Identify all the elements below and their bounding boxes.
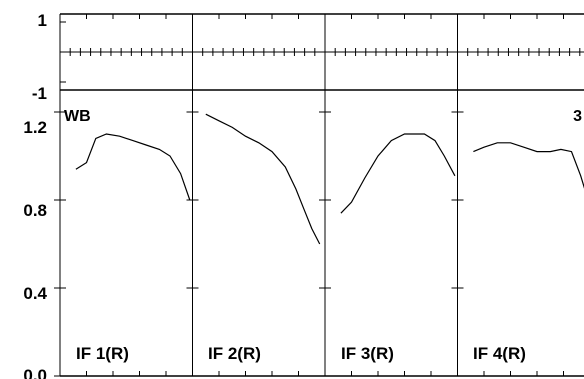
bottom-y-tick-label-0-4: 0.4 (23, 284, 47, 303)
axis-ticks (54, 14, 581, 377)
top-y-tick-label-max: 1 (38, 11, 47, 30)
bottom-y-tick-label-0-0: 0.0 (23, 366, 47, 379)
series-line-panel-4 (473, 142, 584, 189)
series-line-panel-3 (340, 133, 456, 214)
panel-label-if2: IF 2(R) (208, 344, 261, 363)
top-y-tick-label-min: -1 (32, 84, 47, 103)
page-number: 3 (573, 108, 582, 125)
panel-label-if1: IF 1(R) (76, 344, 129, 363)
data-lines (75, 113, 584, 245)
panel-label-if4: IF 4(R) (473, 344, 526, 363)
bottom-y-tick-label-0-8: 0.8 (23, 201, 47, 220)
panel-label-if3: IF 3(R) (341, 344, 394, 363)
panel-frames (59, 13, 584, 377)
corner-label-wb: WB (64, 108, 91, 125)
bottom-y-tick-label-1-2: 1.2 (23, 118, 47, 137)
series-line-panel-2 (205, 113, 321, 245)
series-line-panel-1 (75, 133, 191, 201)
